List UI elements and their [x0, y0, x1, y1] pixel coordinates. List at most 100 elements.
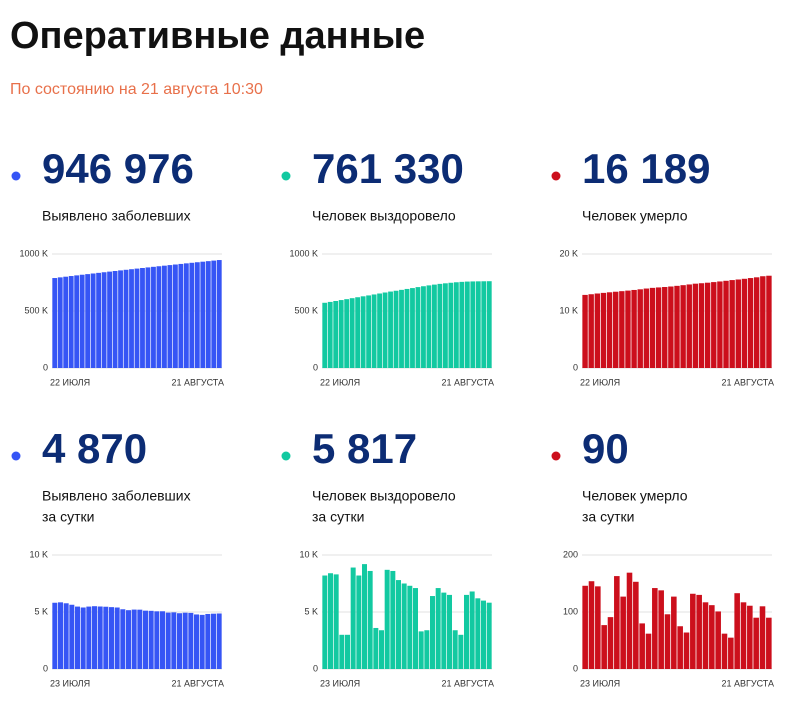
- bar: [407, 585, 413, 669]
- y-tick-label: 100: [563, 606, 578, 616]
- bar: [633, 581, 639, 669]
- bar: [194, 614, 199, 669]
- bar: [322, 302, 328, 368]
- bar: [481, 281, 487, 368]
- bar: [123, 269, 129, 368]
- bar: [377, 293, 382, 368]
- bar: [458, 634, 464, 669]
- bar: [156, 266, 162, 368]
- bar: [177, 613, 182, 669]
- bar: [753, 617, 759, 669]
- bar: [626, 572, 633, 669]
- y-tick-label: 0: [313, 362, 318, 372]
- bullet: [11, 451, 21, 461]
- bar: [399, 289, 404, 368]
- bar: [432, 284, 437, 368]
- card-label: Человек выздоровело: [312, 208, 456, 224]
- bar: [396, 580, 401, 669]
- bar: [766, 617, 772, 669]
- bar: [413, 588, 418, 669]
- bar: [74, 275, 80, 368]
- bar: [63, 603, 69, 669]
- bar: [470, 281, 476, 368]
- y-tick-label: 500 K: [294, 305, 318, 315]
- bar: [140, 268, 145, 368]
- bar: [486, 602, 492, 669]
- bar: [658, 590, 664, 669]
- bar: [588, 294, 594, 368]
- bar: [639, 623, 645, 669]
- bar: [728, 637, 734, 669]
- x-tick-label: 23 ИЮЛЯ: [50, 678, 90, 688]
- bar: [172, 264, 178, 368]
- y-tick-label: 10 K: [559, 305, 578, 315]
- bar: [126, 610, 131, 669]
- x-tick-label: 21 АВГУСТА: [441, 377, 494, 387]
- bar: [464, 594, 469, 669]
- bar: [194, 262, 200, 368]
- bar: [355, 297, 361, 368]
- bar: [379, 630, 384, 669]
- bar: [373, 627, 379, 669]
- bar: [338, 300, 344, 368]
- y-tick-label: 0: [43, 362, 48, 372]
- bar: [637, 289, 643, 368]
- bar: [384, 569, 390, 669]
- bar: [759, 606, 766, 669]
- bar: [652, 588, 658, 669]
- bar: [683, 632, 690, 669]
- bar: [600, 292, 607, 368]
- bar: [426, 285, 432, 368]
- bar: [339, 634, 345, 669]
- bar: [211, 613, 216, 669]
- bullet: [281, 451, 291, 461]
- bar: [63, 276, 69, 368]
- x-tick-label: 22 ИЮЛЯ: [580, 377, 620, 387]
- headline-value: 4 870: [42, 425, 147, 472]
- bar: [362, 564, 367, 669]
- bar: [677, 626, 683, 669]
- bar: [328, 573, 333, 669]
- bar: [729, 280, 735, 368]
- bar: [692, 283, 699, 368]
- bar: [430, 596, 435, 669]
- y-tick-label: 5 K: [34, 606, 48, 616]
- headline-value: 90: [582, 425, 629, 472]
- bar: [345, 634, 350, 669]
- bar: [595, 586, 601, 669]
- x-tick-label: 21 АВГУСТА: [721, 678, 774, 688]
- bar: [350, 567, 356, 669]
- bar: [114, 607, 120, 669]
- bar: [109, 607, 114, 669]
- x-tick-label: 21 АВГУСТА: [171, 377, 224, 387]
- bar: [594, 293, 601, 368]
- headline-value: 16 189: [582, 145, 710, 192]
- bar: [459, 281, 465, 368]
- bar: [112, 271, 118, 368]
- bar: [475, 598, 481, 669]
- bar: [165, 612, 171, 669]
- card-label: за сутки: [582, 509, 634, 525]
- bar: [680, 285, 686, 368]
- bar: [134, 268, 140, 368]
- bar: [101, 272, 107, 368]
- y-tick-label: 20 K: [559, 248, 578, 258]
- bar: [674, 285, 680, 368]
- bar: [371, 294, 377, 368]
- bar: [199, 614, 205, 669]
- bar: [668, 286, 674, 368]
- bar: [464, 281, 470, 368]
- bar: [447, 594, 452, 669]
- bar: [322, 575, 328, 669]
- page-title: Оперативные данные: [10, 15, 425, 57]
- card-label: за сутки: [312, 509, 364, 525]
- bar: [85, 274, 91, 368]
- bar: [162, 265, 167, 368]
- bar: [401, 583, 407, 669]
- x-tick-label: 21 АВГУСТА: [721, 377, 774, 387]
- bar: [120, 609, 126, 669]
- bar: [704, 282, 711, 368]
- bar: [211, 260, 217, 368]
- bar: [151, 266, 156, 368]
